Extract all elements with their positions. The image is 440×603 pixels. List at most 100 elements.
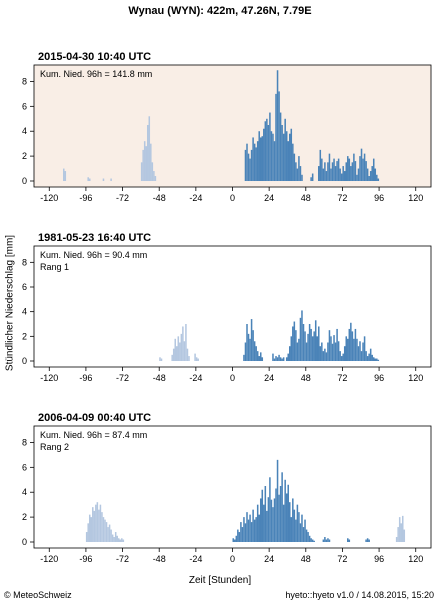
panel-1-bar bbox=[88, 178, 91, 181]
panel-2-bar bbox=[298, 338, 300, 361]
panel-1-bar bbox=[284, 118, 286, 181]
panel-2-bar bbox=[334, 342, 337, 361]
panel-3-bar bbox=[92, 507, 94, 542]
panel-2-bar bbox=[180, 333, 183, 361]
panel-2-bar bbox=[171, 354, 173, 361]
panel-2-bar bbox=[252, 330, 254, 361]
panel-1-bar bbox=[340, 173, 343, 181]
panel-1-bar bbox=[362, 158, 364, 181]
panel-1-ytick-label: 4 bbox=[22, 126, 27, 136]
panel-3-bar bbox=[284, 479, 286, 542]
panel-1-bar bbox=[87, 177, 89, 181]
panel-3-bar bbox=[273, 498, 276, 542]
panel-1-bar bbox=[270, 131, 273, 181]
panel-2-bar bbox=[337, 341, 340, 361]
panel-1-bar bbox=[311, 173, 314, 181]
panel-3-bar bbox=[258, 514, 260, 542]
panel-2-rank-annotation: Rang 1 bbox=[40, 262, 69, 272]
panel-1-bar bbox=[363, 153, 366, 181]
panel-3-bar bbox=[232, 538, 235, 542]
panel-3-bar bbox=[305, 529, 308, 542]
panel-3-bar bbox=[234, 539, 236, 542]
panel-2-bar bbox=[255, 346, 257, 361]
panel-3-bar bbox=[96, 502, 99, 542]
panel-1-bar bbox=[290, 128, 293, 181]
panel-2-bar bbox=[321, 342, 323, 361]
panel-3-bar bbox=[308, 535, 311, 542]
panel-3-bar bbox=[398, 517, 401, 542]
panel-1-xtick-label: -24 bbox=[189, 193, 202, 203]
panel-1-bar bbox=[293, 153, 296, 181]
panel-1-bar bbox=[288, 133, 291, 181]
panel-3-ytick-label: 4 bbox=[22, 487, 27, 497]
panel-2-bar bbox=[342, 353, 344, 361]
x-axis-label: Zeit [Stunden] bbox=[188, 575, 252, 586]
panel-1-bar bbox=[267, 125, 270, 181]
panel-1-bar bbox=[272, 133, 274, 181]
panel-1-bar bbox=[143, 141, 146, 181]
panel-2-bar bbox=[345, 336, 348, 361]
panel-1-bar bbox=[299, 166, 302, 181]
panel-1-bar bbox=[339, 168, 341, 181]
panel-3-bar bbox=[116, 535, 118, 542]
panel-3-bar bbox=[395, 537, 398, 542]
panel-3-bar bbox=[299, 523, 302, 542]
panel-1-bar bbox=[310, 177, 312, 181]
panel-2-bar bbox=[302, 324, 305, 361]
panel-1-xtick-label: 96 bbox=[374, 193, 384, 203]
panel-3-bar bbox=[272, 507, 274, 542]
panel-3-bar bbox=[261, 489, 264, 542]
panel-1-cumulative-annotation: Kum. Nied. 96h = 141.8 mm bbox=[40, 69, 152, 79]
panel-2-xtick-label: 24 bbox=[264, 373, 274, 383]
panel-3-bar bbox=[107, 527, 109, 542]
panel-1-bar bbox=[285, 131, 288, 181]
panel-1-bar bbox=[64, 171, 67, 181]
panel-1-bar bbox=[261, 136, 264, 181]
panel-2-bar bbox=[244, 342, 247, 361]
panel-1-bar bbox=[150, 143, 152, 181]
panel-1-ytick-label: 8 bbox=[22, 76, 27, 86]
panel-2-xtick-label: 0 bbox=[230, 373, 235, 383]
panel-1-bar bbox=[264, 121, 267, 181]
panel-3-xtick-label: -24 bbox=[189, 554, 202, 564]
panel-1-xtick-label: -72 bbox=[116, 193, 129, 203]
panel-3-xtick-label: -48 bbox=[153, 554, 166, 564]
panel-3-bar bbox=[95, 504, 97, 542]
panel-3-bar bbox=[113, 537, 115, 542]
panel-3-bar bbox=[255, 517, 257, 542]
panel-1-bar bbox=[322, 168, 325, 181]
panel-3-bar bbox=[304, 519, 306, 542]
panel-1-bar bbox=[295, 162, 297, 181]
panel-1-bar bbox=[275, 93, 277, 181]
panel-3-bar bbox=[269, 477, 271, 542]
panel-2-xtick-label: 96 bbox=[374, 373, 384, 383]
panel-2-bar bbox=[174, 338, 177, 361]
panel-3-bar bbox=[285, 493, 288, 542]
panel-2-xtick-label: -120 bbox=[40, 373, 58, 383]
panel-2-bar bbox=[272, 353, 274, 361]
panel-2-xtick-label: 120 bbox=[408, 373, 423, 383]
figure-title: Wynau (WYN): 422m, 47.26N, 7.79E bbox=[128, 5, 312, 17]
panel-2-bar bbox=[288, 346, 291, 361]
panel-3-bar bbox=[302, 527, 305, 542]
panel-1-ytick-label: 6 bbox=[22, 101, 27, 111]
panel-3-xtick-label: -96 bbox=[79, 554, 92, 564]
panel-2-bar bbox=[348, 328, 351, 361]
panel-1-bar bbox=[325, 171, 328, 181]
panel-2-bar bbox=[357, 346, 360, 361]
panel-1-bar bbox=[366, 168, 369, 181]
panel-1-xtick-label: -120 bbox=[40, 193, 58, 203]
panel-2-bar bbox=[366, 356, 369, 361]
panel-3-bar bbox=[253, 519, 256, 542]
panel-1-xtick-label: 48 bbox=[301, 193, 311, 203]
panel-2-bar bbox=[176, 346, 178, 361]
panel-1-bar bbox=[142, 149, 144, 181]
panel-2-bar bbox=[360, 351, 363, 361]
panel-1-bar bbox=[372, 158, 375, 181]
panel-1-bar bbox=[374, 168, 377, 181]
panel-2-bar bbox=[287, 353, 289, 361]
panel-3-bar bbox=[368, 539, 370, 542]
panel-2-bar bbox=[281, 358, 283, 361]
panel-2-bar bbox=[368, 353, 370, 361]
